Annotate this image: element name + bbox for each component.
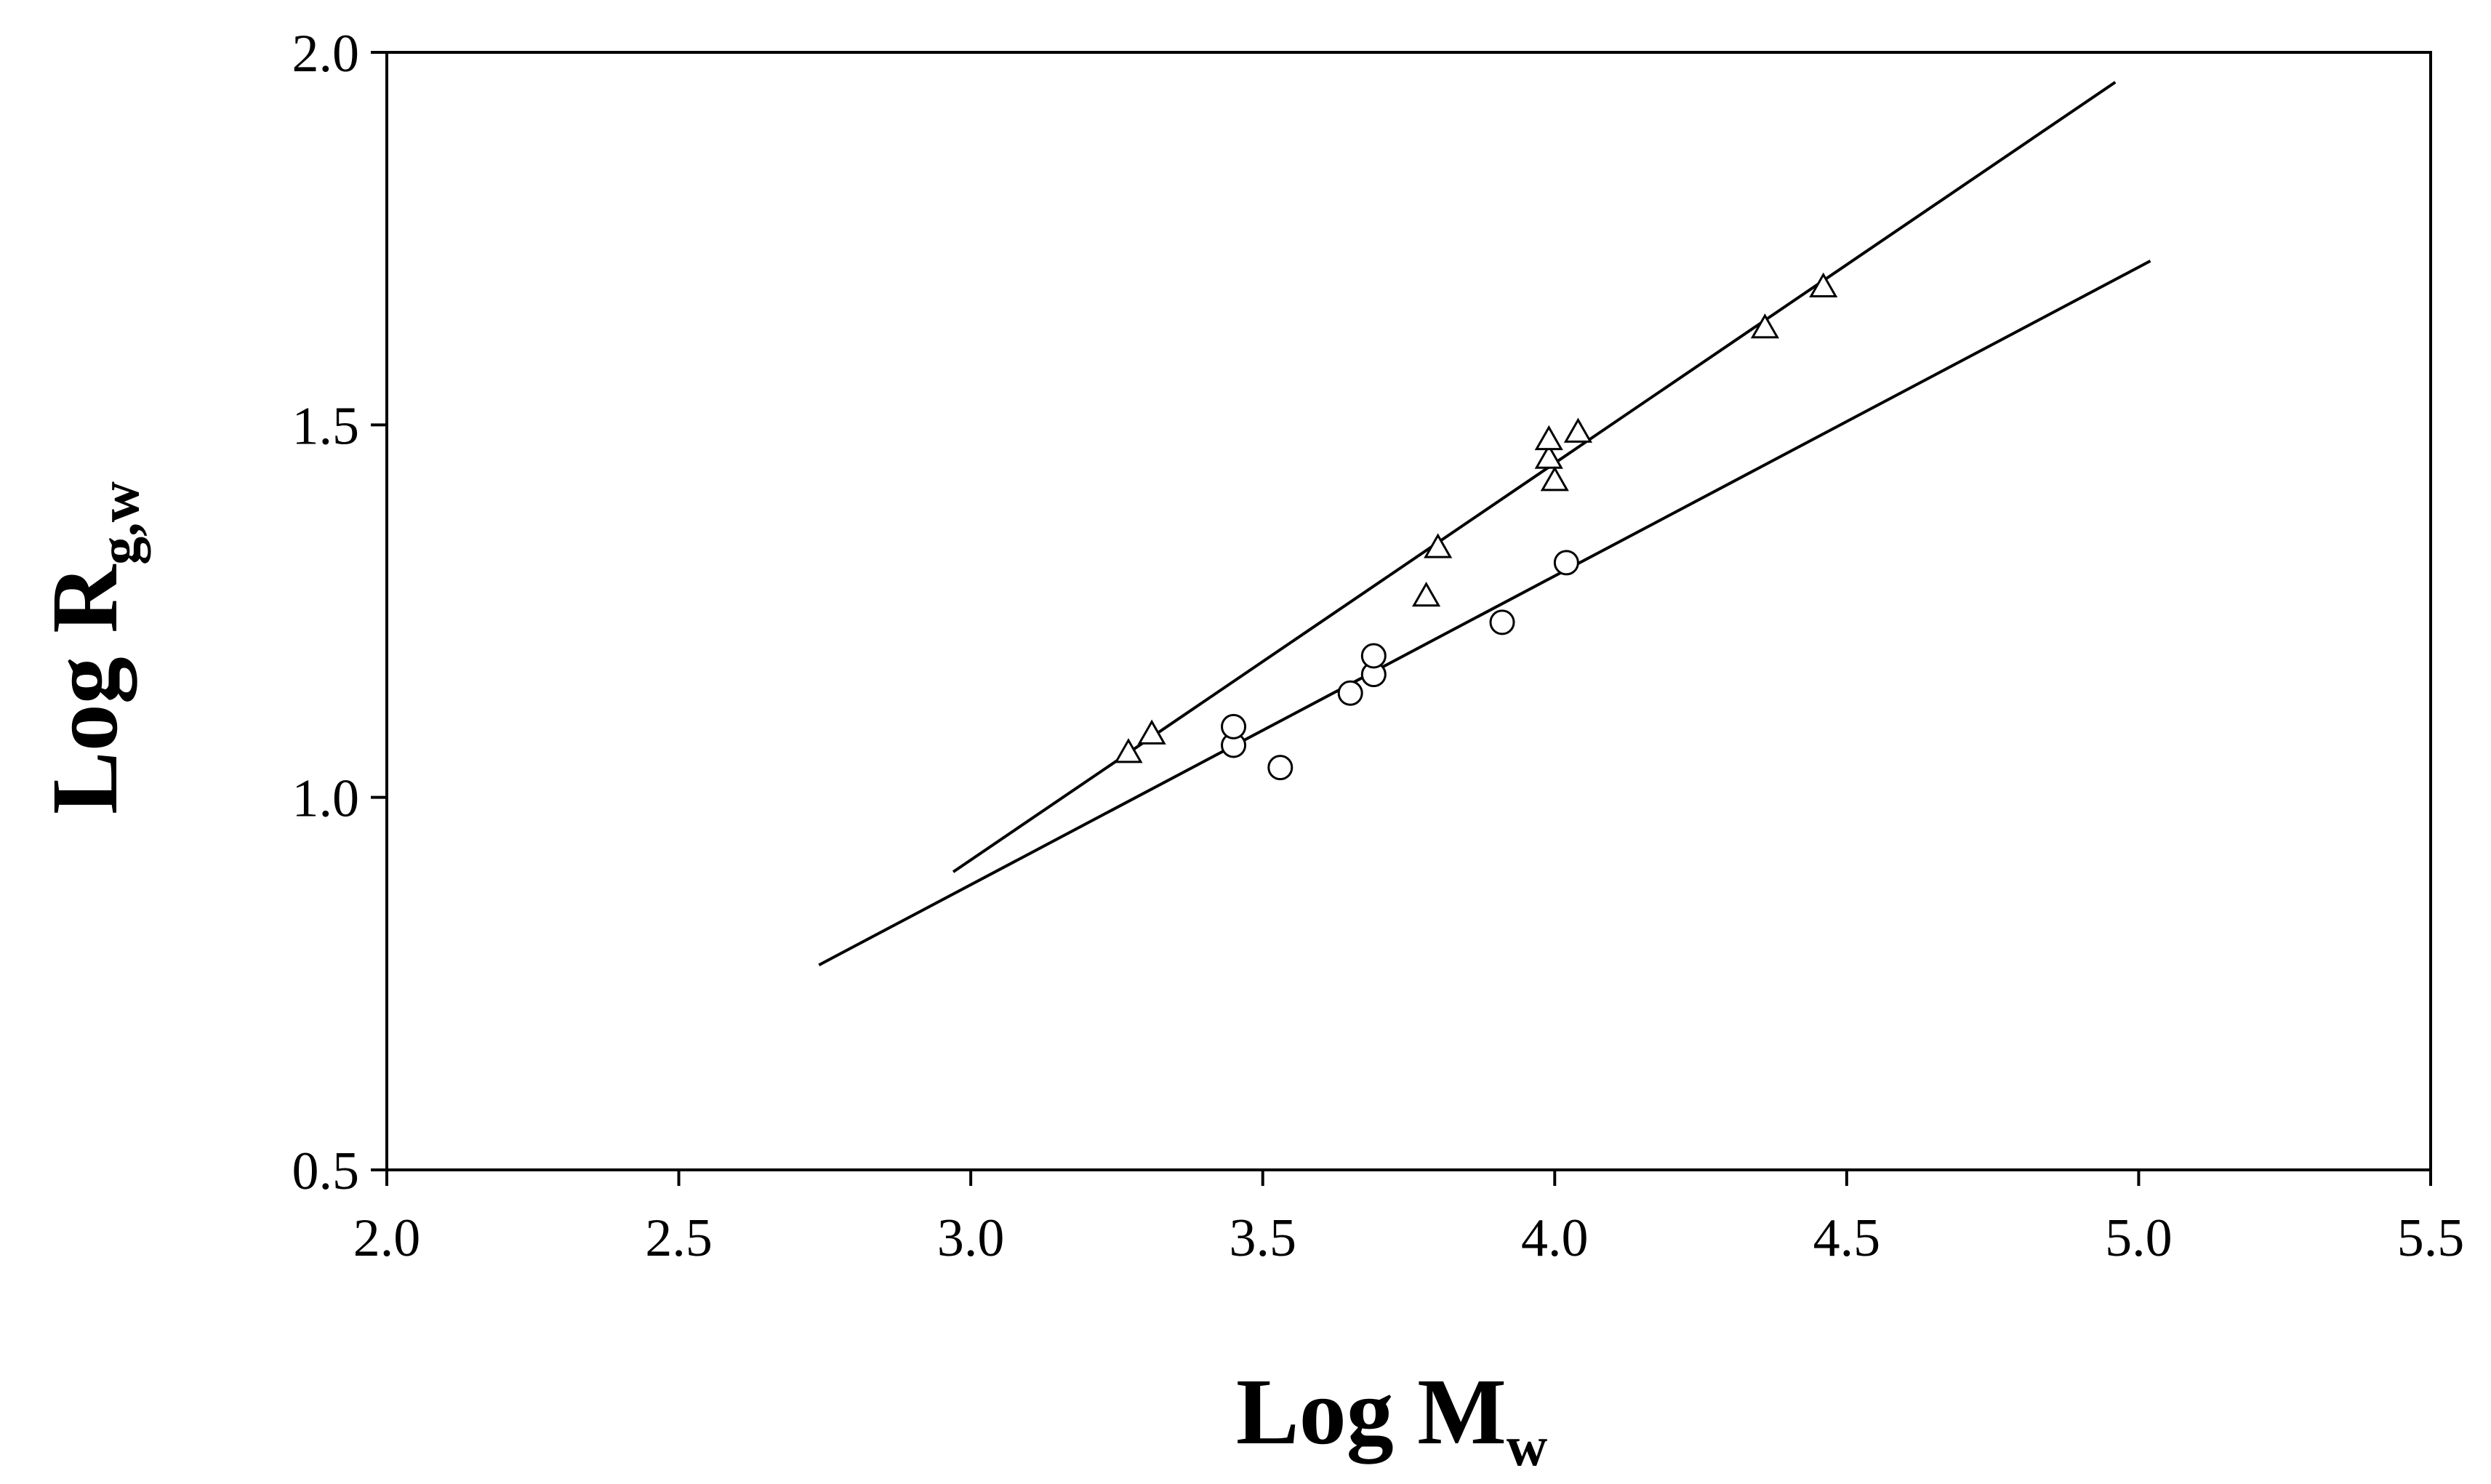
- triangle-data-point: [1424, 533, 1453, 558]
- x-axis-title: Log Mw: [1236, 1360, 1547, 1477]
- y-tick-label: 0.5: [292, 1142, 360, 1201]
- x-tick-label: 5.5: [2397, 1208, 2465, 1268]
- circle-data-point: [1221, 713, 1247, 739]
- x-tick-label: 3.5: [1229, 1208, 1296, 1268]
- triangle-data-point: [1114, 738, 1143, 763]
- circle-series-fit-line: [818, 260, 2151, 966]
- plot-area-frame: [385, 51, 2432, 1171]
- triangle-data-point: [1412, 581, 1441, 607]
- circle-data-point: [1553, 550, 1579, 576]
- x-axis-title-main: Log M: [1236, 1360, 1507, 1464]
- y-tick-label: 1.5: [292, 396, 360, 456]
- triangle-data-point: [1750, 313, 1780, 339]
- circle-data-point: [1360, 643, 1387, 669]
- y-axis-title-main: Log R: [33, 563, 137, 814]
- triangle-data-point: [1563, 417, 1592, 443]
- fit-lines: [818, 81, 2151, 966]
- x-tick-label: 5.0: [2105, 1208, 2173, 1268]
- x-tick-label: 4.5: [1813, 1208, 1881, 1268]
- circle-data-point: [1489, 609, 1515, 635]
- triangle-data-point: [1540, 466, 1569, 492]
- y-axis: 0.5 1.0 1.5 2.0: [292, 24, 387, 1201]
- x-tick-label: 2.5: [645, 1208, 713, 1268]
- x-tick-label: 3.0: [937, 1208, 1005, 1268]
- triangle-data-point: [1137, 719, 1166, 745]
- y-axis-title-subscript: g,w: [87, 481, 151, 565]
- data-markers: [1114, 272, 1838, 781]
- triangle-data-point: [1534, 425, 1563, 451]
- triangle-data-point: [1809, 272, 1838, 298]
- x-axis: 2.0 2.5 3.0 3.5 4.0 4.5 5.0 5.5: [353, 1170, 2465, 1268]
- circle-data-point: [1337, 680, 1363, 706]
- triangle-data-point: [1534, 444, 1563, 469]
- x-tick-label: 2.0: [353, 1208, 421, 1268]
- y-tick-label: 1.0: [292, 769, 360, 829]
- y-tick-label: 2.0: [292, 24, 360, 84]
- x-axis-title-subscript: w: [1507, 1414, 1547, 1477]
- circle-data-point: [1267, 755, 1293, 781]
- x-tick-label: 4.0: [1521, 1208, 1589, 1268]
- y-axis-title: Log Rg,w: [33, 481, 151, 814]
